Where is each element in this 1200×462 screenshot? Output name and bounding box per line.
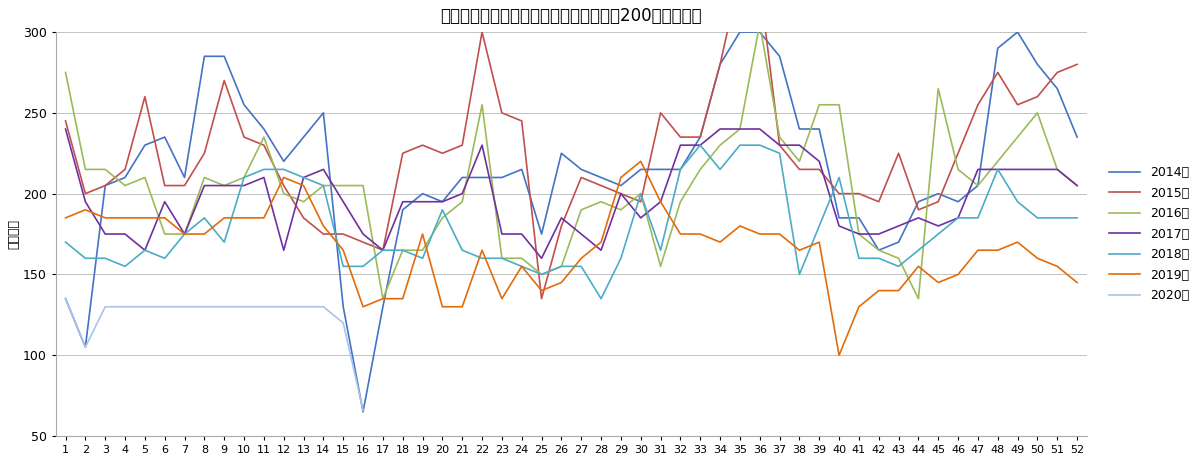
Line: 2015年: 2015年 [66,0,1078,298]
2017年 [138,248,152,253]
2018年 [713,167,727,172]
2017年 [694,142,708,148]
2014年 [1070,134,1085,140]
2014年 [752,29,767,35]
2020年 [59,296,73,301]
2019年 [1070,280,1085,286]
2017年 [1070,183,1085,188]
2016年 [376,296,390,301]
2014年 [356,409,371,414]
2015年 [59,118,73,124]
2019年 [832,353,846,358]
Line: 2016年: 2016年 [66,24,1078,298]
2016年 [554,264,569,269]
2017年 [733,126,748,132]
Legend: 2014年, 2015年, 2016年, 2017年, 2018年, 2019年, 2020年: 2014年, 2015年, 2016年, 2017年, 2018年, 2019年… [1104,161,1194,307]
2015年 [554,223,569,229]
2014年 [59,296,73,301]
2016年 [436,215,450,221]
2018年 [752,142,767,148]
2016年 [138,175,152,180]
2020年 [138,304,152,310]
2019年 [594,239,608,245]
2014年 [613,183,628,188]
2018年 [415,255,430,261]
Line: 2014年: 2014年 [66,32,1078,412]
Line: 2020年: 2020年 [66,298,364,410]
Y-axis label: 売上枚数: 売上枚数 [7,219,20,249]
2018年 [138,248,152,253]
2018年 [534,272,548,277]
2014年 [436,199,450,205]
2016年 [613,207,628,213]
2014年 [138,142,152,148]
2017年 [554,215,569,221]
2017年 [59,126,73,132]
2019年 [634,158,648,164]
Line: 2019年: 2019年 [66,161,1078,355]
2017年 [415,199,430,205]
2016年 [733,126,748,132]
2014年 [733,29,748,35]
2015年 [694,134,708,140]
2019年 [733,223,748,229]
2018年 [694,142,708,148]
2015年 [1070,61,1085,67]
2019年 [59,215,73,221]
Line: 2017年: 2017年 [66,129,1078,258]
2014年 [554,151,569,156]
2015年 [415,142,430,148]
2018年 [594,296,608,301]
2015年 [534,296,548,301]
2014年 [694,134,708,140]
2017年 [534,255,548,261]
2016年 [1070,183,1085,188]
2016年 [59,70,73,75]
2019年 [694,231,708,237]
2015年 [138,94,152,99]
2015年 [613,191,628,196]
2019年 [138,215,152,221]
2017年 [1010,167,1025,172]
2016年 [752,21,767,27]
2018年 [613,255,628,261]
2016年 [694,167,708,172]
Title: オリコンシングルウィークリーチャート200位売上枚数: オリコンシングルウィークリーチャート200位売上枚数 [440,7,702,25]
2018年 [59,239,73,245]
2019年 [415,231,430,237]
2018年 [1070,215,1085,221]
2019年 [534,288,548,293]
Line: 2018年: 2018年 [66,145,1078,298]
